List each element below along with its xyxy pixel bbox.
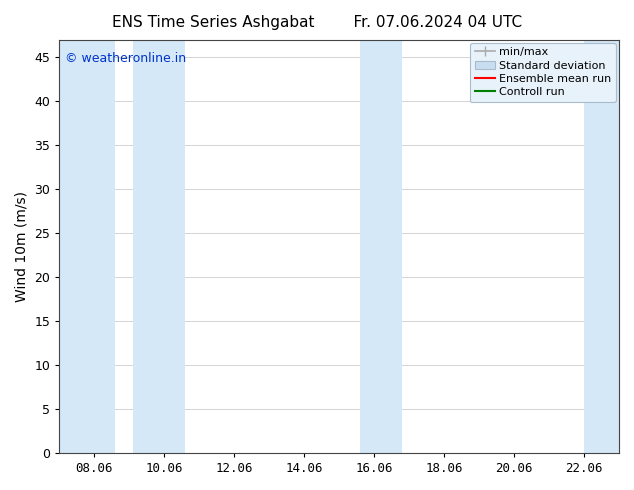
Legend: min/max, Standard deviation, Ensemble mean run, Controll run: min/max, Standard deviation, Ensemble me…: [470, 43, 616, 102]
Bar: [60, 40, 115, 453]
Bar: [133, 40, 185, 453]
Bar: [584, 40, 619, 453]
Y-axis label: Wind 10m (m/s): Wind 10m (m/s): [15, 191, 29, 302]
Text: © weatheronline.in: © weatheronline.in: [65, 52, 186, 65]
Bar: [360, 40, 402, 453]
Text: ENS Time Series Ashgabat        Fr. 07.06.2024 04 UTC: ENS Time Series Ashgabat Fr. 07.06.2024 …: [112, 15, 522, 30]
